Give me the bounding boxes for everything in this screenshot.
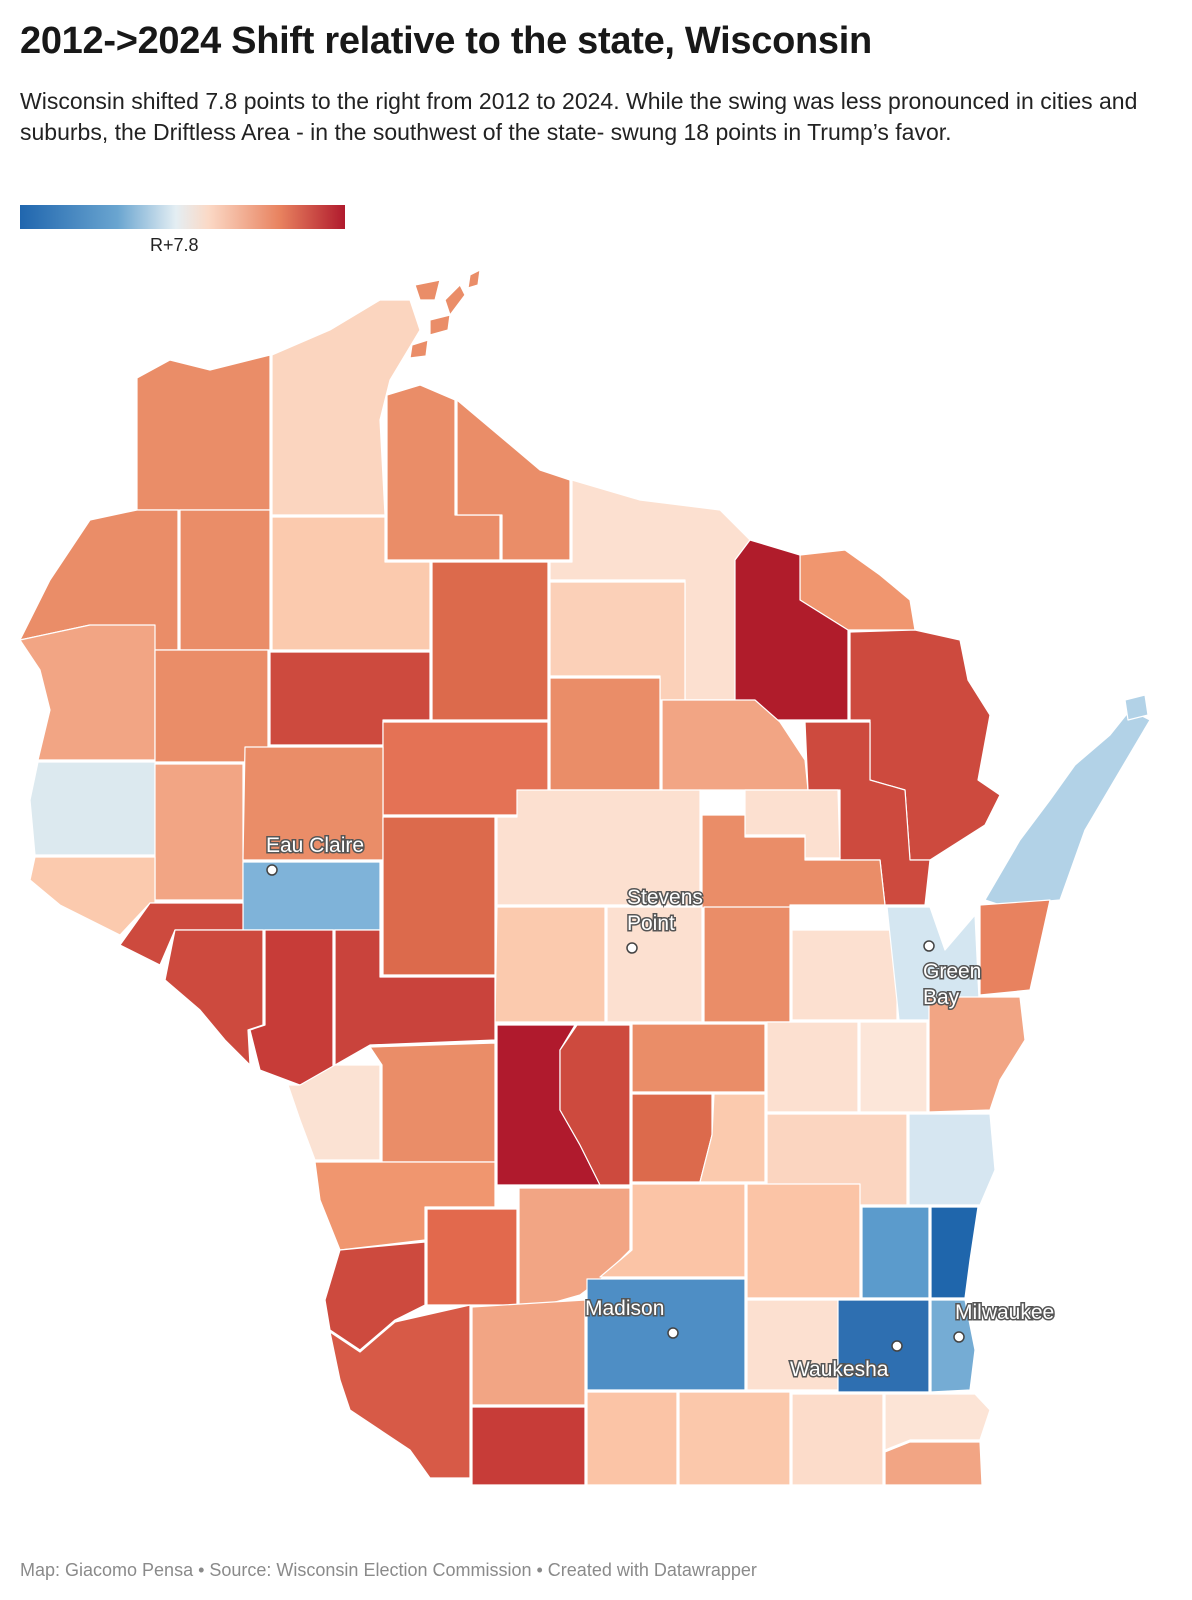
- island-1[interactable]: [444, 284, 466, 316]
- county-monroe[interactable]: [369, 1042, 496, 1163]
- county-calumet[interactable]: [859, 1021, 928, 1113]
- city-label: Madison: [585, 1297, 664, 1320]
- city-milwaukee: Milwaukee: [953, 1300, 1056, 1343]
- city-label: Waukesha: [790, 1358, 889, 1381]
- county-crawford[interactable]: [324, 1241, 426, 1351]
- county-wood[interactable]: [494, 906, 606, 1023]
- county-rusk[interactable]: [269, 651, 431, 746]
- city-dot: [266, 864, 278, 876]
- city-label-line-2: Point: [627, 912, 675, 935]
- county-dane[interactable]: [586, 1278, 746, 1391]
- county-polk[interactable]: [19, 624, 156, 761]
- county-waushara[interactable]: [631, 1023, 766, 1093]
- door-island[interactable]: [1124, 694, 1149, 721]
- county-racine[interactable]: [884, 1393, 991, 1451]
- county-trempealeau[interactable]: [249, 929, 334, 1086]
- county-oconto[interactable]: [804, 721, 931, 906]
- county-pierce[interactable]: [29, 856, 156, 936]
- county-la-crosse[interactable]: [287, 1064, 381, 1161]
- county-iowa[interactable]: [471, 1299, 586, 1406]
- county-richland[interactable]: [426, 1208, 518, 1306]
- county-douglas[interactable]: [136, 354, 271, 511]
- county-bayfield[interactable]: [271, 299, 421, 516]
- county-iron[interactable]: [456, 399, 571, 561]
- county-eau-claire[interactable]: [242, 861, 381, 931]
- city-label-line-2: Bay: [923, 986, 960, 1009]
- city-dot: [667, 1327, 679, 1339]
- county-lafayette[interactable]: [471, 1406, 586, 1486]
- county-clark[interactable]: [382, 816, 496, 976]
- county-green[interactable]: [586, 1391, 678, 1486]
- county-forest[interactable]: [734, 539, 849, 721]
- county-kewaunee[interactable]: [979, 899, 1051, 996]
- county-dunn[interactable]: [154, 763, 244, 901]
- county-waukesha[interactable]: [837, 1299, 930, 1393]
- county-outagamie[interactable]: [791, 929, 898, 1021]
- county-brown[interactable]: [886, 906, 981, 1021]
- city-dot: [891, 1340, 903, 1352]
- legend-gradient-bar: [20, 205, 345, 229]
- county-barron[interactable]: [154, 649, 269, 763]
- city-dot: [626, 942, 638, 954]
- county-sawyer[interactable]: [271, 516, 431, 651]
- county-door[interactable]: [984, 709, 1151, 906]
- county-buffalo[interactable]: [164, 929, 264, 1066]
- city-dot: [923, 940, 935, 952]
- island-2[interactable]: [429, 314, 451, 336]
- chart-description: Wisconsin shifted 7.8 points to the righ…: [20, 88, 1138, 145]
- county-fond-du-lac[interactable]: [766, 1113, 908, 1206]
- county-marquette[interactable]: [631, 1093, 713, 1183]
- city-stevens-point: Stevens Point: [626, 885, 704, 954]
- city-label-line-1: Green: [923, 960, 981, 983]
- county-apostle-islands[interactable]: [414, 279, 441, 301]
- city-madison: Madison: [584, 1296, 679, 1339]
- county-grant[interactable]: [329, 1304, 471, 1479]
- city-dot: [953, 1331, 965, 1343]
- source-footer: Map: Giacomo Pensa • Source: Wisconsin E…: [20, 1560, 757, 1580]
- county-st-croix[interactable]: [29, 761, 156, 856]
- color-legend: R+7.8: [20, 205, 345, 255]
- county-columbia[interactable]: [599, 1183, 746, 1278]
- county-green-lake[interactable]: [699, 1093, 766, 1183]
- county-winnebago[interactable]: [766, 1021, 859, 1113]
- city-label: Eau Claire: [266, 834, 364, 857]
- city-green-bay: Green Bay: [922, 940, 983, 1011]
- county-manitowoc[interactable]: [928, 996, 1026, 1113]
- county-walworth[interactable]: [791, 1393, 884, 1486]
- county-ozaukee[interactable]: [930, 1206, 979, 1299]
- county-adams[interactable]: [559, 1024, 631, 1186]
- city-eau-claire: Eau Claire: [265, 833, 366, 876]
- island-4[interactable]: [467, 269, 481, 289]
- county-portage[interactable]: [606, 906, 703, 1023]
- county-rock[interactable]: [678, 1391, 791, 1486]
- county-vernon[interactable]: [314, 1161, 496, 1251]
- city-label-line-1: Stevens: [627, 886, 703, 909]
- city-label: Milwaukee: [955, 1301, 1054, 1324]
- island-3[interactable]: [409, 339, 429, 359]
- county-washington[interactable]: [861, 1206, 930, 1299]
- county-lincoln[interactable]: [549, 677, 661, 791]
- county-kenosha[interactable]: [884, 1441, 983, 1486]
- city-waukesha: Waukesha: [789, 1340, 903, 1383]
- county-jackson[interactable]: [334, 929, 496, 1066]
- chart-title: 2012->2024 Shift relative to the state, …: [20, 20, 872, 62]
- county-price[interactable]: [431, 561, 549, 721]
- county-washburn[interactable]: [179, 509, 271, 651]
- county-milwaukee[interactable]: [930, 1299, 976, 1393]
- county-waupaca[interactable]: [703, 906, 791, 1023]
- legend-midpoint-label: R+7.8: [150, 235, 199, 255]
- county-marathon[interactable]: [496, 789, 701, 906]
- county-sheboygan[interactable]: [908, 1113, 996, 1206]
- county-dodge[interactable]: [746, 1183, 861, 1299]
